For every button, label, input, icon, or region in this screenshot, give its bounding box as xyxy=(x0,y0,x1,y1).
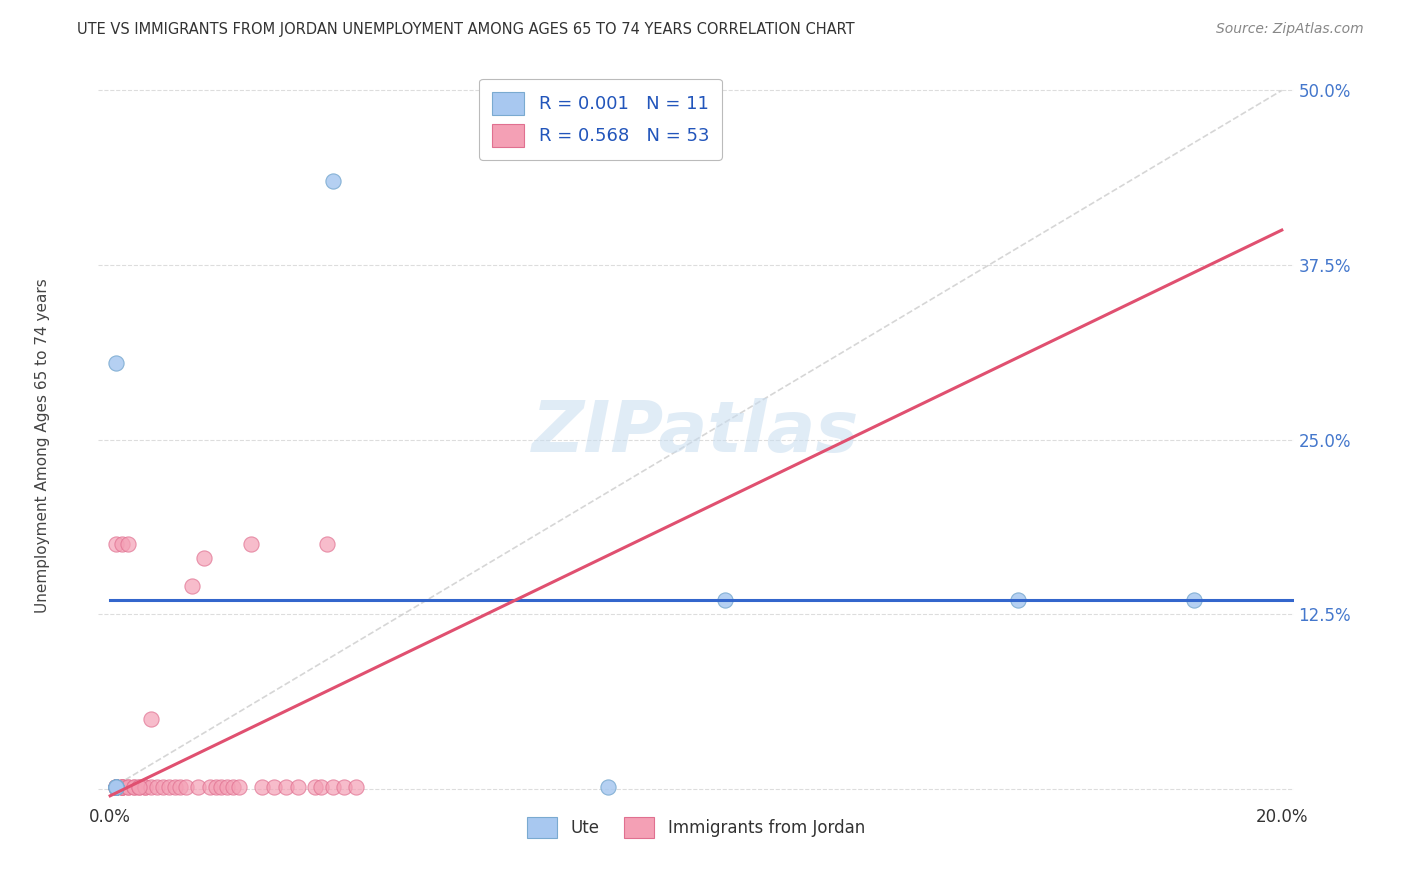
Point xyxy=(222,780,245,795)
Point xyxy=(304,780,326,795)
Point xyxy=(217,780,239,795)
Point xyxy=(211,780,233,795)
Point xyxy=(274,780,297,795)
Point xyxy=(141,712,163,726)
Point xyxy=(157,780,180,795)
Point xyxy=(714,593,737,607)
Point xyxy=(122,780,145,795)
Point xyxy=(122,780,145,795)
Point xyxy=(322,174,344,188)
Point xyxy=(322,780,344,795)
Point xyxy=(152,780,174,795)
Point xyxy=(181,579,204,593)
Point xyxy=(111,780,134,795)
Point xyxy=(105,780,128,795)
Point xyxy=(105,780,128,795)
Point xyxy=(105,780,128,795)
Text: Unemployment Among Ages 65 to 74 years: Unemployment Among Ages 65 to 74 years xyxy=(35,278,49,614)
Point xyxy=(117,537,139,551)
Point xyxy=(105,780,128,795)
Point xyxy=(111,780,134,795)
Point xyxy=(111,537,134,551)
Point xyxy=(1007,593,1029,607)
Point xyxy=(163,780,186,795)
Point xyxy=(239,537,262,551)
Point xyxy=(105,780,128,795)
Point xyxy=(309,780,332,795)
Legend: Ute, Immigrants from Jordan: Ute, Immigrants from Jordan xyxy=(519,808,873,847)
Point xyxy=(134,780,156,795)
Point xyxy=(1182,593,1205,607)
Point xyxy=(174,780,197,795)
Text: Source: ZipAtlas.com: Source: ZipAtlas.com xyxy=(1216,22,1364,37)
Point xyxy=(134,780,156,795)
Point xyxy=(598,780,620,795)
Point xyxy=(105,780,128,795)
Point xyxy=(117,780,139,795)
Point xyxy=(117,780,139,795)
Point xyxy=(105,780,128,795)
Point xyxy=(204,780,226,795)
Point xyxy=(111,780,134,795)
Point xyxy=(344,780,367,795)
Point xyxy=(198,780,221,795)
Point xyxy=(141,780,163,795)
Point xyxy=(252,780,274,795)
Text: UTE VS IMMIGRANTS FROM JORDAN UNEMPLOYMENT AMONG AGES 65 TO 74 YEARS CORRELATION: UTE VS IMMIGRANTS FROM JORDAN UNEMPLOYME… xyxy=(77,22,855,37)
Point xyxy=(287,780,309,795)
Point xyxy=(228,780,250,795)
Point xyxy=(105,780,128,795)
Point xyxy=(128,780,150,795)
Point xyxy=(105,780,128,795)
Point xyxy=(105,780,128,795)
Point xyxy=(128,780,150,795)
Point xyxy=(105,537,128,551)
Point xyxy=(169,780,191,795)
Point xyxy=(193,551,215,566)
Point xyxy=(105,780,128,795)
Point xyxy=(105,780,128,795)
Point xyxy=(105,780,128,795)
Point xyxy=(263,780,285,795)
Point xyxy=(333,780,356,795)
Point xyxy=(111,780,134,795)
Point xyxy=(315,537,337,551)
Point xyxy=(146,780,169,795)
Point xyxy=(105,356,128,370)
Text: ZIPatlas: ZIPatlas xyxy=(533,398,859,467)
Point xyxy=(187,780,209,795)
Point xyxy=(105,780,128,795)
Point xyxy=(105,780,128,795)
